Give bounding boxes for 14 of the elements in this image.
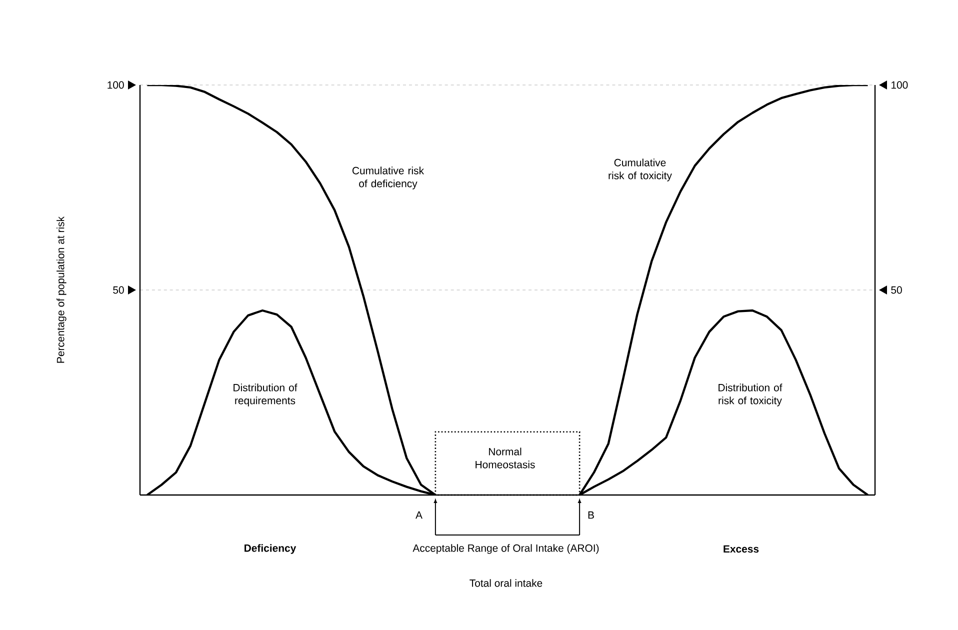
text: Cumulative risk of deficiency [352,166,424,190]
text: Excess [724,545,759,553]
series-label: Distribution of requirements [234,384,298,406]
y2-tick-label: 100 [892,81,908,89]
y2-tick-label: 50 [891,286,902,294]
annotation: Normal Homeostasis [476,448,535,468]
text: B [588,511,594,519]
text: Acceptable Range of Oral Intake (AROI) [412,544,599,554]
text: Distribution of risk of toxicity [718,384,782,406]
text: Deficiency [244,544,296,554]
y-axis-title: Percentage of population at risk [56,216,66,363]
text: Total oral intake [470,579,542,587]
series-label: Cumulative risk of toxicity [608,158,672,182]
text: A [416,511,422,519]
